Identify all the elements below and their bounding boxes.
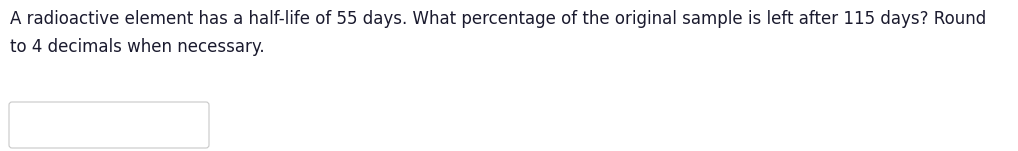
Text: A radioactive element has a half-life of 55 days. What percentage of the origina: A radioactive element has a half-life of… bbox=[10, 10, 986, 28]
FancyBboxPatch shape bbox=[9, 102, 209, 148]
Text: to 4 decimals when necessary.: to 4 decimals when necessary. bbox=[10, 38, 265, 56]
